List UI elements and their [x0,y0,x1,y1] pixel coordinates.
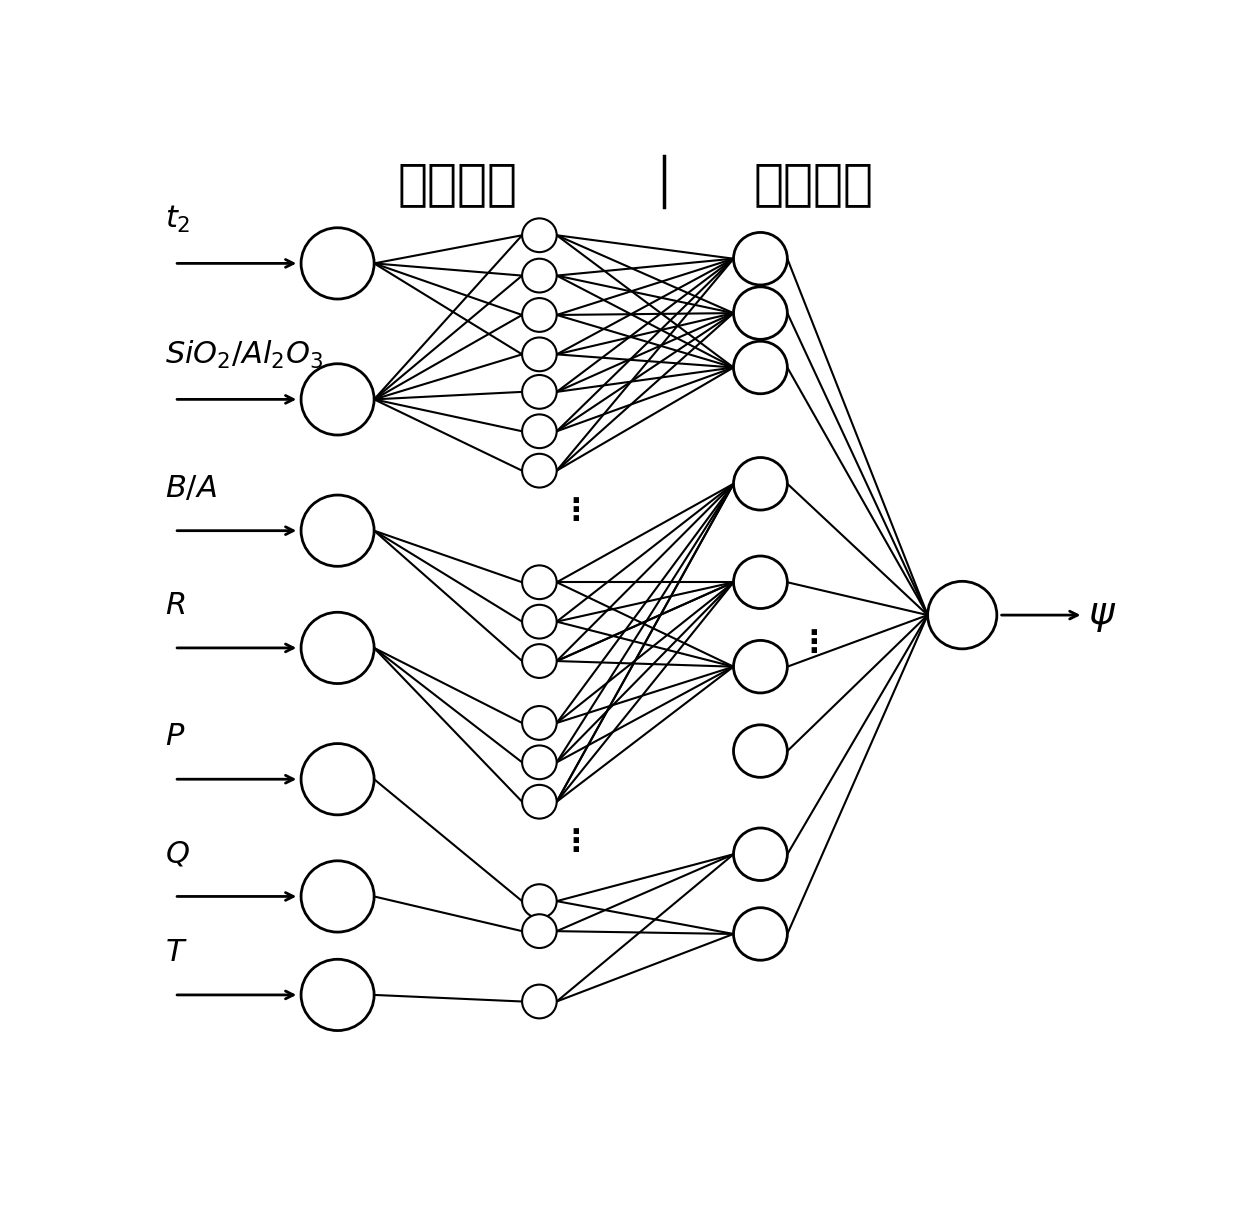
Circle shape [301,743,374,815]
Circle shape [734,341,787,393]
Circle shape [522,454,557,487]
Circle shape [522,884,557,918]
Circle shape [522,375,557,409]
Circle shape [301,960,374,1030]
Circle shape [522,984,557,1018]
Circle shape [522,298,557,331]
Text: ⋮: ⋮ [560,827,591,856]
Circle shape [522,745,557,780]
Text: ⋮: ⋮ [799,628,828,658]
Circle shape [301,364,374,435]
Text: $R$: $R$ [165,591,185,620]
Circle shape [734,287,787,340]
Circle shape [522,258,557,292]
Circle shape [734,233,787,285]
Circle shape [522,414,557,448]
Circle shape [522,605,557,638]
Text: 第一隐层: 第一隐层 [398,160,518,208]
Circle shape [522,565,557,599]
Circle shape [301,228,374,300]
Circle shape [522,915,557,948]
Circle shape [734,725,787,777]
Circle shape [734,555,787,609]
Circle shape [522,337,557,371]
Text: $T$: $T$ [165,938,187,967]
Text: $t_2$: $t_2$ [165,205,190,235]
Circle shape [301,495,374,566]
Text: $B/A$: $B/A$ [165,474,217,503]
Text: $\psi$: $\psi$ [1089,596,1116,635]
Circle shape [522,784,557,818]
Text: $P$: $P$ [165,722,185,752]
Circle shape [301,861,374,932]
Circle shape [301,613,374,683]
Text: $Q$: $Q$ [165,839,190,868]
Text: 第二隐层: 第二隐层 [753,160,873,208]
Text: $SiO_2/Al_2O_3$: $SiO_2/Al_2O_3$ [165,339,322,371]
Circle shape [734,458,787,510]
Circle shape [734,828,787,881]
Circle shape [928,581,997,649]
Text: ⋮: ⋮ [560,497,591,526]
Circle shape [522,644,557,678]
Circle shape [522,218,557,252]
Circle shape [734,907,787,960]
Circle shape [522,706,557,739]
Circle shape [734,641,787,693]
